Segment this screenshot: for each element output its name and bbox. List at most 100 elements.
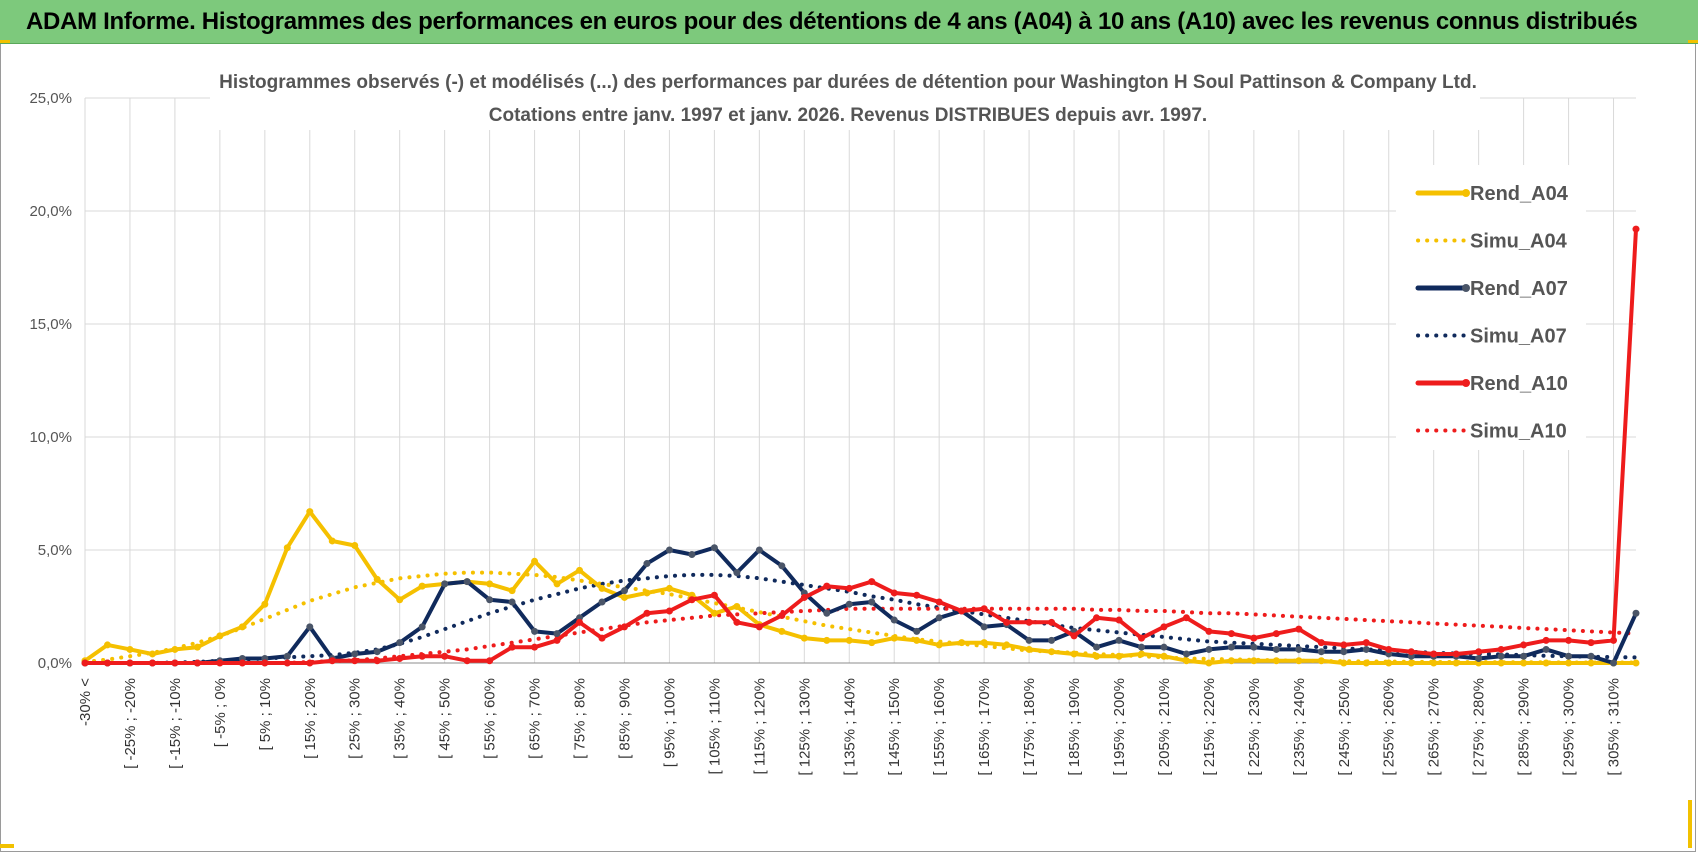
x-tick-label: [ 265% ; 270%: [1426, 678, 1443, 776]
data-point-rend-a07: [1093, 643, 1101, 651]
data-point-rend-a07: [845, 600, 853, 608]
data-point-rend-a04: [193, 643, 201, 651]
data-point-rend-a10: [1587, 639, 1595, 647]
data-point-rend-a04: [845, 636, 853, 644]
series-group: [81, 225, 1640, 667]
data-point-rend-a04: [1295, 657, 1303, 665]
data-point-rend-a07: [665, 546, 673, 554]
data-point-rend-a04: [103, 641, 111, 649]
data-point-rend-a07: [1272, 645, 1280, 653]
data-point-rend-a10: [755, 623, 763, 631]
data-point-rend-a10: [1452, 650, 1460, 658]
data-point-rend-a10: [913, 591, 921, 599]
data-point-rend-a07: [531, 627, 539, 635]
data-point-rend-a10: [1565, 636, 1573, 644]
data-point-rend-a10: [1250, 634, 1258, 642]
grid: [84, 97, 1636, 664]
data-point-rend-a07: [598, 598, 606, 606]
x-tick-label: [ 155% ; 160%: [931, 678, 948, 776]
x-tick-label: [ 145% ; 150%: [886, 678, 903, 776]
x-tick-label: [ 245% ; 250%: [1336, 678, 1353, 776]
data-point-rend-a04: [1452, 659, 1460, 667]
data-point-rend-a10: [193, 659, 201, 667]
data-point-rend-a10: [216, 659, 224, 667]
data-point-rend-a07: [418, 623, 426, 631]
corner-marker-top-right: [1688, 40, 1698, 43]
data-point-rend-a10: [1048, 618, 1056, 626]
data-point-rend-a10: [171, 659, 179, 667]
legend-label-simu-a10: Simu_A10: [1470, 421, 1567, 443]
data-point-rend-a10: [688, 596, 696, 604]
data-point-rend-a10: [1475, 648, 1483, 656]
data-point-rend-a10: [576, 618, 584, 626]
data-point-rend-a04: [1003, 641, 1011, 649]
series-line-rend-a07: [83, 545, 1638, 665]
data-point-rend-a04: [1205, 659, 1213, 667]
data-point-rend-a04: [1430, 659, 1438, 667]
y-tick-label: 10,0%: [29, 429, 72, 446]
data-point-rend-a10: [778, 612, 786, 620]
data-point-rend-a10: [935, 598, 943, 606]
x-tick-label: -30% <: [77, 678, 94, 726]
data-point-rend-a04: [328, 537, 336, 545]
data-point-rend-a10: [958, 607, 966, 615]
legend-background: [1396, 165, 1586, 450]
data-point-rend-a04: [171, 645, 179, 653]
data-point-rend-a10: [733, 618, 741, 626]
data-point-rend-a10: [396, 654, 404, 662]
data-point-rend-a07: [710, 544, 718, 552]
data-point-rend-a07: [441, 580, 449, 588]
data-point-rend-a04: [1250, 657, 1258, 665]
x-tick-label: [ 95% ; 100%: [661, 678, 678, 767]
x-tick-label: [ -5% ; 0%: [212, 678, 229, 747]
data-point-rend-a04: [1160, 652, 1168, 660]
data-point-rend-a07: [351, 650, 359, 658]
data-point-rend-a10: [1115, 616, 1123, 624]
x-tick-label: [ 185% ; 190%: [1066, 678, 1083, 776]
data-point-rend-a07: [373, 648, 381, 656]
y-tick-label: 25,0%: [29, 90, 72, 107]
x-tick-label: [ 195% ; 200%: [1111, 678, 1128, 776]
corner-marker-bottom-left: [0, 844, 14, 848]
data-point-rend-a07: [1295, 645, 1303, 653]
data-point-rend-a04: [508, 587, 516, 595]
data-point-rend-a10: [351, 657, 359, 665]
data-point-rend-a07: [890, 616, 898, 624]
legend-marker-rend-a04: [1462, 189, 1470, 197]
data-point-rend-a07: [553, 630, 561, 638]
data-point-rend-a04: [1587, 659, 1595, 667]
data-point-rend-a04: [351, 541, 359, 549]
data-point-rend-a07: [1520, 652, 1528, 660]
data-point-rend-a07: [1137, 643, 1145, 651]
data-point-rend-a04: [890, 634, 898, 642]
y-tick-label: 0,0%: [38, 655, 72, 672]
data-point-rend-a07: [1632, 609, 1640, 617]
data-point-rend-a07: [1025, 636, 1033, 644]
legend-label-rend-a10: Rend_A10: [1470, 373, 1568, 395]
data-point-rend-a10: [1317, 639, 1325, 647]
data-point-rend-a10: [665, 607, 673, 615]
x-tick-label: [ 125% ; 130%: [796, 678, 813, 776]
data-point-rend-a10: [1497, 645, 1505, 653]
data-point-rend-a04: [1182, 657, 1190, 665]
data-point-rend-a04: [418, 582, 426, 590]
x-tick-label: [ 205% ; 210%: [1156, 678, 1173, 776]
data-point-rend-a10: [1160, 623, 1168, 631]
data-point-rend-a10: [1295, 625, 1303, 633]
chart-subtitle: Cotations entre janv. 1997 et janv. 2026…: [489, 105, 1207, 126]
data-point-rend-a10: [980, 605, 988, 613]
data-point-rend-a04: [238, 623, 246, 631]
x-tick-label: [ 295% ; 300%: [1561, 678, 1578, 776]
data-point-rend-a04: [778, 627, 786, 635]
data-point-rend-a07: [643, 560, 651, 568]
data-point-rend-a04: [733, 603, 741, 610]
data-point-rend-a07: [1542, 645, 1550, 653]
x-tick-label: [ 135% ; 140%: [841, 678, 858, 776]
data-point-rend-a04: [1025, 645, 1033, 653]
data-point-rend-a10: [238, 659, 246, 667]
data-point-rend-a04: [396, 596, 404, 604]
data-point-rend-a04: [980, 639, 988, 647]
data-point-rend-a10: [1520, 641, 1528, 649]
series-line-rend-a10: [83, 227, 1638, 665]
data-point-rend-a04: [1093, 652, 1101, 660]
